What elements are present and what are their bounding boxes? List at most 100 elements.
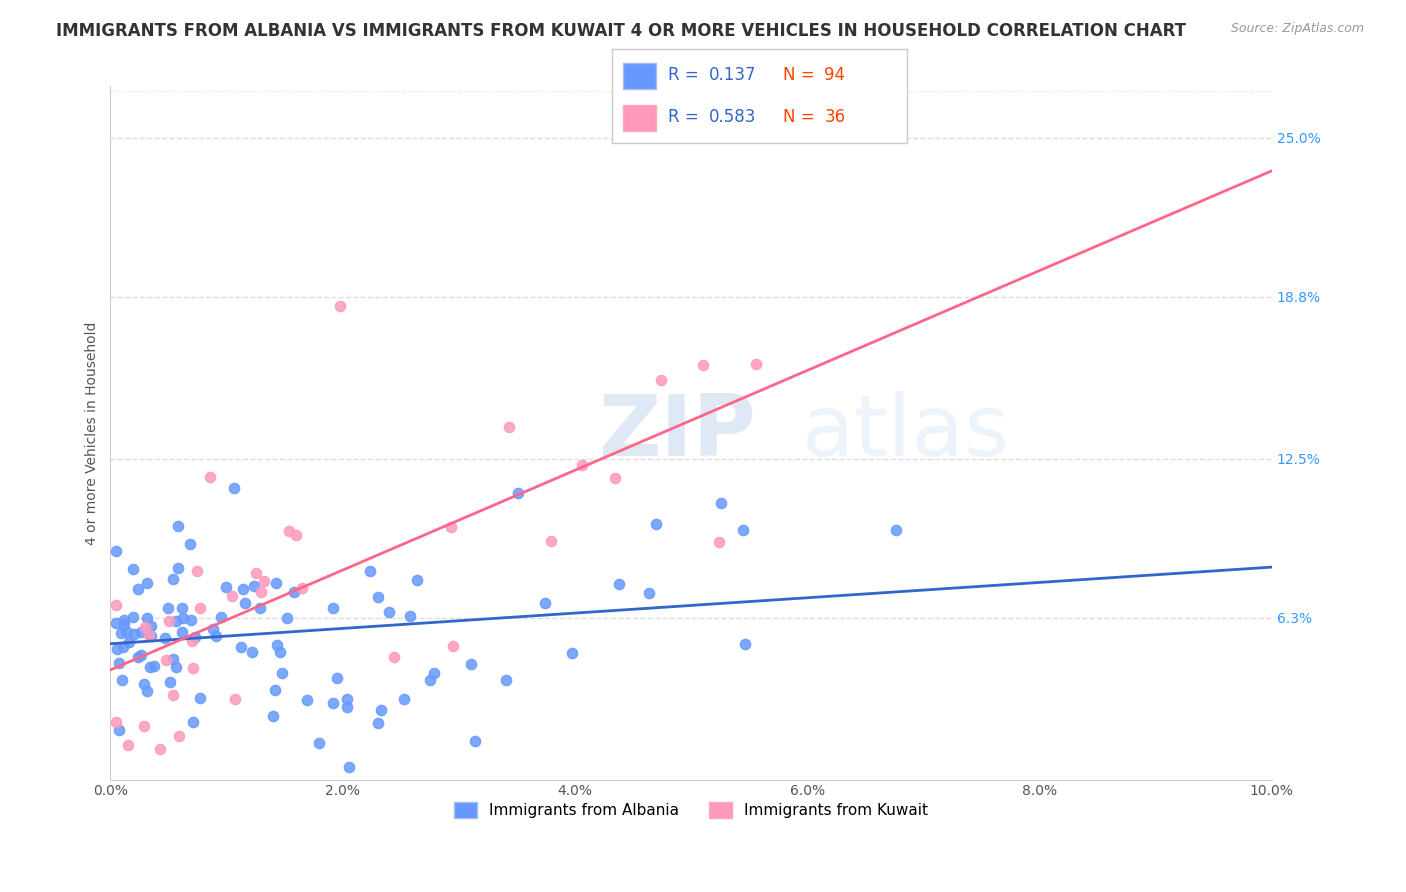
Point xyxy=(644,517,666,532)
Point xyxy=(162,572,184,586)
Point xyxy=(707,534,730,549)
Point xyxy=(253,574,276,589)
Point xyxy=(132,719,155,733)
Point xyxy=(108,656,131,670)
Point xyxy=(115,624,138,639)
Point xyxy=(170,600,193,615)
Point xyxy=(382,650,405,665)
Point xyxy=(112,613,135,627)
Point xyxy=(638,586,661,600)
Point xyxy=(269,645,291,659)
Point xyxy=(111,673,134,687)
Point xyxy=(276,610,298,624)
Point xyxy=(105,615,128,630)
Point xyxy=(419,673,441,687)
Point xyxy=(114,617,136,632)
Point xyxy=(135,575,157,590)
Point xyxy=(245,566,267,581)
Point xyxy=(105,599,128,613)
Point xyxy=(117,738,139,752)
Point xyxy=(162,652,184,666)
Point xyxy=(284,528,307,542)
Point xyxy=(277,524,299,538)
Point xyxy=(224,481,246,495)
Point xyxy=(370,703,392,717)
Point xyxy=(105,714,128,729)
Point xyxy=(264,576,287,591)
FancyBboxPatch shape xyxy=(623,63,655,89)
Point xyxy=(107,723,129,737)
Point xyxy=(188,601,211,615)
Point xyxy=(156,601,179,615)
Point xyxy=(127,649,149,664)
Text: N =: N = xyxy=(783,66,820,84)
Text: N =: N = xyxy=(783,109,820,127)
Point xyxy=(165,660,187,674)
Point xyxy=(200,470,222,484)
FancyBboxPatch shape xyxy=(623,105,655,131)
Point xyxy=(204,629,226,643)
Text: ZIP: ZIP xyxy=(598,392,756,475)
Point xyxy=(181,714,204,729)
Point xyxy=(329,299,352,313)
Point xyxy=(270,666,292,681)
Point xyxy=(308,736,330,750)
Point xyxy=(295,692,318,706)
Text: 0.137: 0.137 xyxy=(709,66,756,84)
Point xyxy=(534,596,557,610)
Point xyxy=(291,582,314,596)
Point xyxy=(231,640,253,654)
Text: atlas: atlas xyxy=(801,392,1010,475)
Point xyxy=(322,696,344,710)
Point xyxy=(122,562,145,576)
Point xyxy=(367,715,389,730)
Point xyxy=(121,610,143,624)
Point xyxy=(498,420,520,434)
Point xyxy=(155,653,177,667)
Point xyxy=(603,471,626,485)
Point xyxy=(322,601,344,615)
Point xyxy=(398,609,420,624)
Point xyxy=(359,564,381,578)
Point xyxy=(495,673,517,688)
Point xyxy=(149,741,172,756)
Point xyxy=(139,659,162,673)
Point xyxy=(224,692,246,706)
Point xyxy=(440,520,463,534)
Point xyxy=(378,605,401,619)
Point xyxy=(692,358,714,372)
Point xyxy=(215,580,238,594)
Point xyxy=(105,544,128,558)
Legend: Immigrants from Albania, Immigrants from Kuwait: Immigrants from Albania, Immigrants from… xyxy=(447,796,935,824)
Text: IMMIGRANTS FROM ALBANIA VS IMMIGRANTS FROM KUWAIT 4 OR MORE VEHICLES IN HOUSEHOL: IMMIGRANTS FROM ALBANIA VS IMMIGRANTS FR… xyxy=(56,22,1187,40)
Point xyxy=(221,590,243,604)
Point xyxy=(734,637,756,651)
Point xyxy=(367,590,389,604)
Point xyxy=(540,533,562,548)
Point xyxy=(142,659,165,673)
Point xyxy=(170,624,193,639)
Point xyxy=(201,622,224,636)
Point xyxy=(172,611,194,625)
Point xyxy=(283,585,305,599)
Point xyxy=(127,582,149,597)
Point xyxy=(650,373,672,387)
Point xyxy=(153,632,176,646)
Point xyxy=(336,700,359,714)
Point xyxy=(233,596,256,610)
Point xyxy=(136,610,159,624)
Point xyxy=(884,523,907,537)
Point xyxy=(118,635,141,649)
Point xyxy=(240,645,263,659)
Point xyxy=(157,615,180,629)
Text: 36: 36 xyxy=(824,109,845,127)
Text: 94: 94 xyxy=(824,66,845,84)
Point xyxy=(571,458,593,472)
Point xyxy=(180,614,202,628)
Point xyxy=(134,677,156,691)
Point xyxy=(405,573,427,587)
Point xyxy=(266,638,288,652)
Point xyxy=(336,692,359,706)
Point xyxy=(607,576,630,591)
Point xyxy=(561,647,583,661)
